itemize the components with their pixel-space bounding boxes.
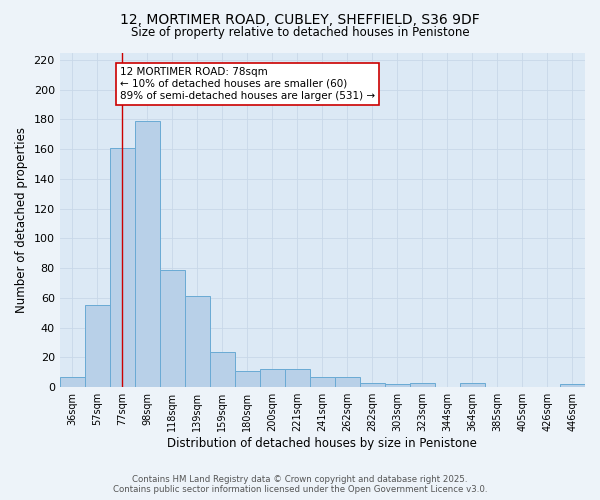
Bar	[260, 370, 285, 387]
Text: 12, MORTIMER ROAD, CUBLEY, SHEFFIELD, S36 9DF: 12, MORTIMER ROAD, CUBLEY, SHEFFIELD, S3…	[120, 12, 480, 26]
Text: Size of property relative to detached houses in Penistone: Size of property relative to detached ho…	[131, 26, 469, 39]
X-axis label: Distribution of detached houses by size in Penistone: Distribution of detached houses by size …	[167, 437, 477, 450]
Bar	[560, 384, 585, 387]
Bar	[110, 148, 135, 387]
Bar	[59, 377, 85, 387]
Bar	[285, 370, 310, 387]
Bar	[460, 382, 485, 387]
Bar	[235, 371, 260, 387]
Bar	[410, 382, 435, 387]
Bar	[385, 384, 410, 387]
Bar	[135, 121, 160, 387]
Text: 12 MORTIMER ROAD: 78sqm
← 10% of detached houses are smaller (60)
89% of semi-de: 12 MORTIMER ROAD: 78sqm ← 10% of detache…	[120, 68, 375, 100]
Bar	[85, 306, 110, 387]
Bar	[210, 352, 235, 387]
Bar	[335, 377, 360, 387]
Bar	[185, 296, 210, 387]
Bar	[360, 382, 385, 387]
Text: Contains HM Land Registry data © Crown copyright and database right 2025.
Contai: Contains HM Land Registry data © Crown c…	[113, 474, 487, 494]
Bar	[160, 270, 185, 387]
Y-axis label: Number of detached properties: Number of detached properties	[15, 127, 28, 313]
Bar	[310, 377, 335, 387]
